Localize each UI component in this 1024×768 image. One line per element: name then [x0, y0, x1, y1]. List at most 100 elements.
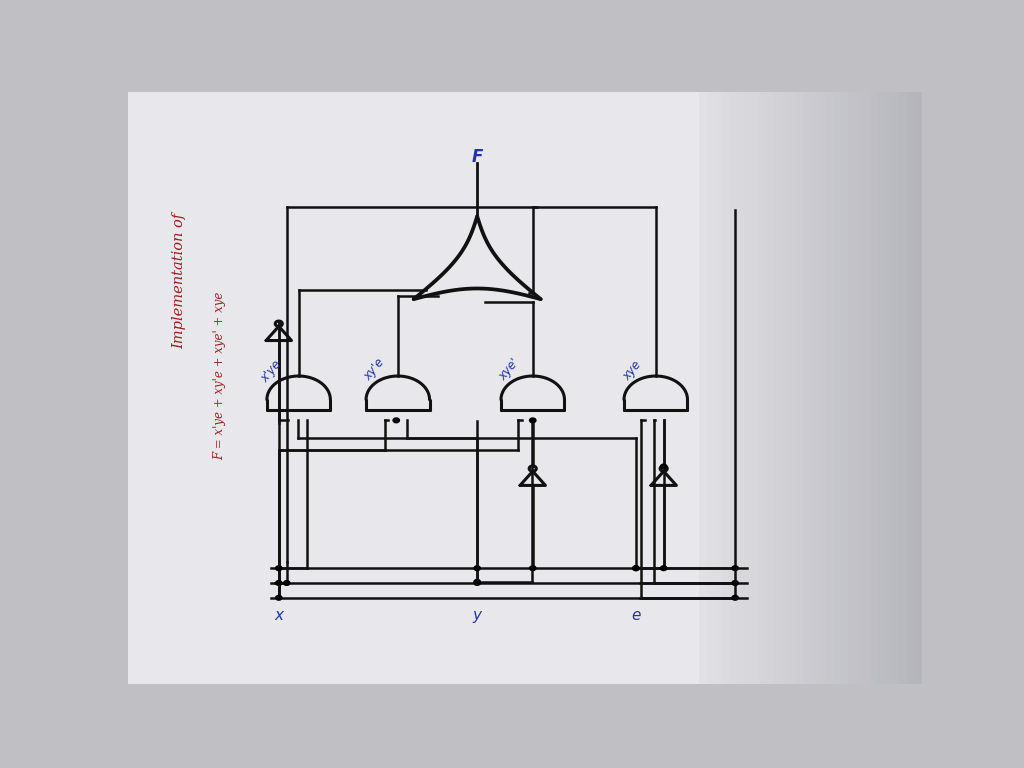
Bar	[766, 92, 773, 684]
Bar	[233, 92, 247, 684]
Bar	[207, 92, 220, 684]
Bar	[525, 92, 538, 684]
Bar	[840, 92, 848, 684]
Text: xye': xye'	[496, 356, 522, 383]
Bar	[340, 92, 353, 684]
Bar	[128, 92, 699, 684]
Bar	[392, 92, 406, 684]
Bar	[908, 92, 922, 684]
Text: F: F	[471, 148, 483, 166]
Bar	[604, 92, 617, 684]
Bar	[287, 92, 300, 684]
Circle shape	[275, 595, 282, 600]
Text: xye: xye	[621, 359, 644, 383]
Bar	[818, 92, 825, 684]
Bar	[736, 92, 750, 684]
Circle shape	[732, 581, 738, 585]
Bar	[432, 92, 445, 684]
Bar	[367, 92, 379, 684]
Bar	[878, 92, 885, 684]
Bar	[816, 92, 829, 684]
Circle shape	[529, 418, 536, 422]
Bar	[759, 92, 766, 684]
Circle shape	[633, 566, 639, 571]
Circle shape	[474, 566, 480, 571]
Bar	[564, 92, 578, 684]
Bar	[617, 92, 631, 684]
Bar	[825, 92, 833, 684]
Bar	[729, 92, 736, 684]
Bar	[869, 92, 878, 684]
Bar	[895, 92, 908, 684]
Bar	[868, 92, 882, 684]
Bar	[141, 92, 155, 684]
Bar	[862, 92, 869, 684]
Bar	[773, 92, 781, 684]
Circle shape	[633, 566, 639, 571]
Bar	[591, 92, 604, 684]
Bar	[181, 92, 195, 684]
Bar	[907, 92, 914, 684]
Bar	[750, 92, 763, 684]
Bar	[684, 92, 696, 684]
Text: y: y	[473, 608, 481, 623]
Bar	[803, 92, 811, 684]
Circle shape	[275, 566, 282, 571]
Bar	[829, 92, 842, 684]
Bar	[714, 92, 722, 684]
Bar	[472, 92, 485, 684]
Bar	[499, 92, 512, 684]
Bar	[406, 92, 419, 684]
Circle shape	[529, 566, 536, 571]
Bar	[260, 92, 273, 684]
Bar	[379, 92, 392, 684]
Bar	[763, 92, 776, 684]
Bar	[247, 92, 260, 684]
Bar	[752, 92, 759, 684]
Circle shape	[660, 464, 667, 469]
Bar	[699, 92, 707, 684]
Bar	[843, 92, 855, 684]
Bar	[128, 92, 141, 684]
Bar	[723, 92, 736, 684]
Text: x'ye: x'ye	[258, 358, 284, 385]
Bar	[273, 92, 287, 684]
Bar	[671, 92, 684, 684]
Bar	[707, 92, 714, 684]
Bar	[459, 92, 472, 684]
Circle shape	[732, 595, 738, 600]
Text: e: e	[631, 608, 641, 623]
Bar	[914, 92, 922, 684]
Bar	[538, 92, 551, 684]
Bar	[168, 92, 181, 684]
Circle shape	[275, 581, 282, 585]
Circle shape	[474, 579, 480, 584]
Bar	[512, 92, 525, 684]
Bar	[155, 92, 168, 684]
Bar	[833, 92, 840, 684]
Bar	[710, 92, 723, 684]
Bar	[578, 92, 591, 684]
Bar	[776, 92, 790, 684]
Bar	[855, 92, 862, 684]
Circle shape	[474, 581, 480, 585]
Bar	[445, 92, 459, 684]
Bar	[848, 92, 855, 684]
Circle shape	[284, 581, 290, 585]
Bar	[722, 92, 729, 684]
Bar	[485, 92, 499, 684]
Text: F = x'ye + xy'e + xye' + xye: F = x'ye + xy'e + xye' + xye	[213, 292, 225, 460]
Bar	[657, 92, 671, 684]
Circle shape	[732, 566, 738, 571]
Bar	[743, 92, 752, 684]
Bar	[811, 92, 818, 684]
Bar	[220, 92, 233, 684]
Bar	[885, 92, 892, 684]
Bar	[796, 92, 803, 684]
Bar	[899, 92, 907, 684]
Bar	[419, 92, 432, 684]
Bar	[696, 92, 710, 684]
Bar	[313, 92, 327, 684]
Circle shape	[393, 418, 399, 422]
Bar	[353, 92, 367, 684]
